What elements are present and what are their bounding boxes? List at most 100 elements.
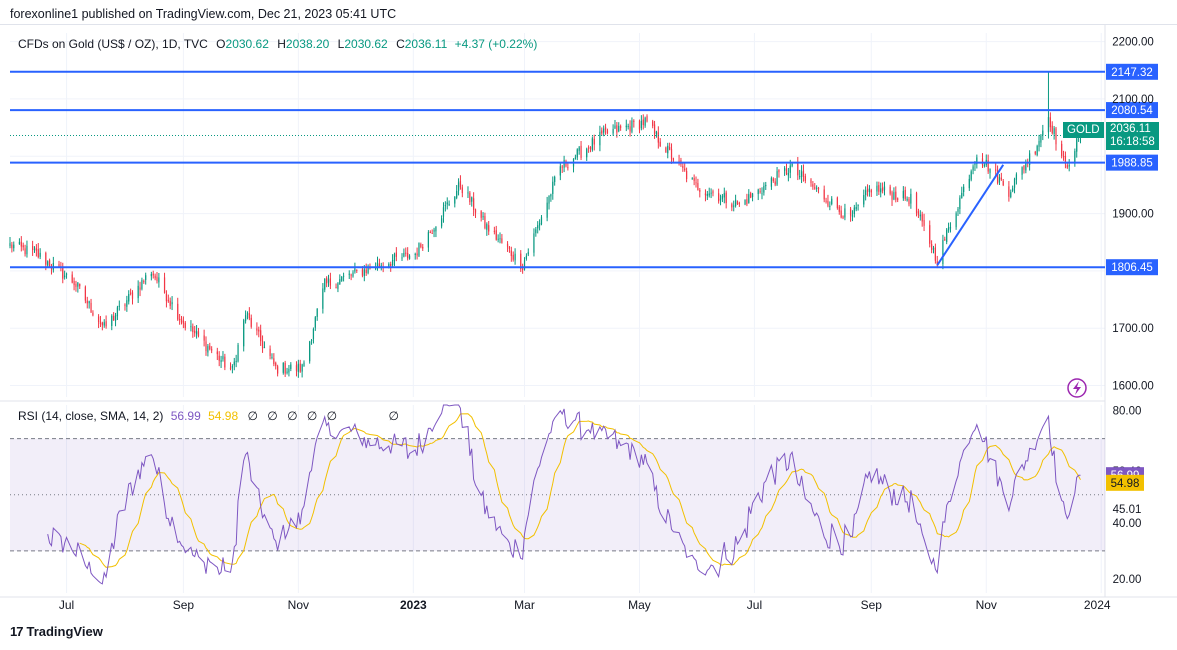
candle-body xyxy=(64,275,66,278)
candle-body xyxy=(774,181,776,185)
candle-body xyxy=(284,362,286,374)
candle-body xyxy=(816,187,818,189)
candle-body xyxy=(416,253,418,256)
rsi-legend: RSI (14, close, SMA, 14, 2) 56.99 54.98 … xyxy=(18,409,399,423)
candle-body xyxy=(667,145,669,154)
candle-body xyxy=(593,138,595,145)
candle-body xyxy=(261,341,264,349)
open-label: O xyxy=(216,37,226,51)
chart-area[interactable]: 2147.32 2080.54 1988.85 1806.45 1600.00 1700.… xyxy=(0,24,1177,621)
candle-body xyxy=(361,269,364,276)
candle-body xyxy=(84,286,86,301)
candle-body xyxy=(865,190,867,196)
candle-body xyxy=(540,217,543,225)
candle-body xyxy=(974,163,976,165)
candle-body xyxy=(1013,178,1016,188)
candle-body xyxy=(275,362,277,366)
candle-body xyxy=(354,268,356,272)
candle-body xyxy=(580,145,582,158)
candle-body xyxy=(442,207,445,217)
candle-body xyxy=(32,246,34,250)
candle-body xyxy=(58,263,60,267)
candle-body xyxy=(1010,192,1012,198)
candle-body xyxy=(1012,188,1014,191)
candle-body xyxy=(256,328,258,331)
candle-body xyxy=(849,208,852,216)
candle-body xyxy=(591,138,593,150)
candle-body xyxy=(685,171,688,180)
candle-body xyxy=(955,213,957,228)
na-glyph: ∅ xyxy=(247,409,258,423)
candle-body xyxy=(1008,186,1010,197)
candle-body xyxy=(431,232,433,234)
candle-body xyxy=(493,230,495,232)
candle-body xyxy=(286,371,288,373)
candle-body xyxy=(88,301,90,304)
candle-body xyxy=(763,185,765,193)
time-axis-label: 2023 xyxy=(400,598,427,612)
candle-body xyxy=(75,284,77,287)
candle-body xyxy=(47,261,49,266)
candle-body xyxy=(881,187,884,192)
candle-body xyxy=(910,193,912,204)
rsi-axis-label: 45.01 xyxy=(1113,504,1142,516)
na-glyph: ∅ xyxy=(287,409,298,423)
candle-body xyxy=(804,176,806,181)
candle-body xyxy=(552,181,554,194)
tradingview-footer[interactable]: 17 TradingView xyxy=(10,624,103,639)
candle-body xyxy=(309,341,311,362)
candle-body xyxy=(128,294,130,302)
candle-body xyxy=(118,305,120,307)
candle-body xyxy=(523,260,526,270)
candle-body xyxy=(233,361,235,366)
time-axis-label: Jul xyxy=(747,598,762,612)
candle-body xyxy=(316,308,318,317)
rsi-ma-badge: 54.98 xyxy=(1111,478,1140,490)
candle-body xyxy=(92,312,94,316)
candle-body xyxy=(776,171,778,185)
rsi-axis-label: 80.00 xyxy=(1113,406,1142,418)
time-axis-label: Sep xyxy=(861,598,883,612)
candle-body xyxy=(337,283,339,289)
close-value: 2036.11 xyxy=(404,37,448,51)
candle-body xyxy=(497,238,499,240)
candle-body xyxy=(814,187,816,189)
open-value: 2030.62 xyxy=(225,37,269,51)
candle-body xyxy=(182,320,185,324)
candle-body xyxy=(708,193,710,196)
level-price-label-bg xyxy=(1106,63,1158,80)
candle-body xyxy=(561,166,563,168)
candle-body xyxy=(653,124,656,134)
na-glyph: ∅ xyxy=(326,409,338,423)
candle-body xyxy=(659,141,661,147)
last-price-badge: 2036.11 16:18:58 xyxy=(1106,122,1159,150)
candle-body xyxy=(908,199,910,205)
candle-body xyxy=(297,363,299,372)
candle-body xyxy=(620,126,622,128)
candle-body xyxy=(154,275,156,279)
candle-body xyxy=(1002,180,1004,186)
time-axis-label: 2024 xyxy=(1084,598,1111,612)
na-glyph: ∅ xyxy=(388,409,399,423)
candle-body xyxy=(829,205,831,207)
rsi-axis-label: 20.00 xyxy=(1113,574,1142,586)
low-label: L xyxy=(337,37,345,51)
candle-body xyxy=(35,247,37,251)
chart-canvas[interactable]: 2147.32 2080.54 1988.85 1806.45 1600.00 1700.… xyxy=(0,25,1177,621)
candle-body xyxy=(152,273,154,276)
candle-body xyxy=(772,178,774,182)
candle-body xyxy=(868,188,871,193)
candle-body xyxy=(508,246,511,249)
candle-body xyxy=(375,268,377,270)
level-price-label: 1988.85 xyxy=(1111,158,1153,170)
rsi-axis-label: 40.00 xyxy=(1113,518,1142,530)
candle-body xyxy=(855,207,857,210)
candle-body xyxy=(216,351,218,355)
candle-body xyxy=(488,225,490,232)
candle-body xyxy=(179,319,181,321)
candle-body xyxy=(301,364,303,372)
candle-body xyxy=(407,253,409,259)
candle-body xyxy=(79,283,81,287)
candle-body xyxy=(810,179,812,184)
candle-body xyxy=(101,322,103,326)
